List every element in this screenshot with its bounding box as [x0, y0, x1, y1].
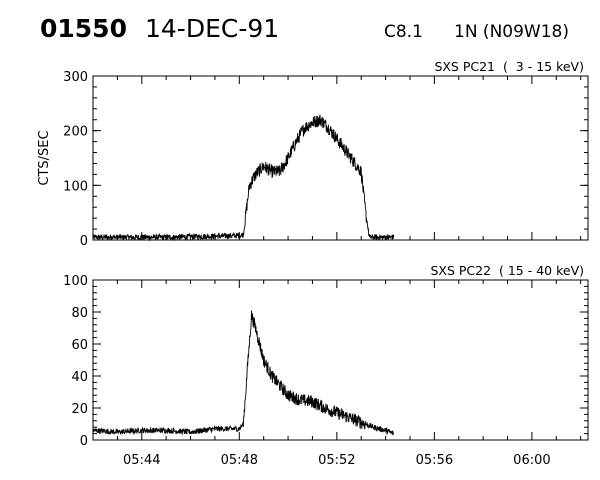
event-id: 01550 — [40, 14, 127, 43]
panel-title-2: SXS PC22 ( 15 - 40 keV) — [430, 263, 584, 278]
event-date: 14-DEC-91 — [145, 14, 280, 43]
flare-class: C8.1 — [384, 22, 423, 42]
plot-frame-2 — [92, 279, 589, 441]
x-tick-label: 06:00 — [513, 453, 550, 468]
series-line-1 — [92, 114, 395, 242]
y-tick-label: 60 — [71, 338, 88, 353]
y-axis-label: CTS/SEC — [37, 130, 52, 185]
series-line-2 — [92, 310, 395, 436]
x-tick-label: 05:52 — [318, 453, 355, 468]
plot-frame-1 — [92, 75, 589, 241]
x-tick-label: 05:56 — [416, 453, 453, 468]
x-tick-label: 05:48 — [221, 453, 258, 468]
panel-title-1: SXS PC21 ( 3 - 15 keV) — [434, 59, 584, 74]
flare-location: 1N (N09W18) — [454, 22, 569, 42]
y-tick-label: 0 — [80, 434, 88, 449]
y-tick-label: 0 — [80, 234, 88, 249]
y-tick-label: 80 — [71, 306, 88, 321]
y-tick-label: 20 — [71, 402, 88, 417]
y-tick-label: 300 — [63, 70, 88, 85]
y-tick-label: 100 — [63, 179, 88, 194]
y-tick-label: 200 — [63, 125, 88, 140]
x-tick-label: 05:44 — [123, 453, 160, 468]
y-tick-label: 100 — [63, 274, 88, 289]
y-tick-label: 40 — [71, 370, 88, 385]
